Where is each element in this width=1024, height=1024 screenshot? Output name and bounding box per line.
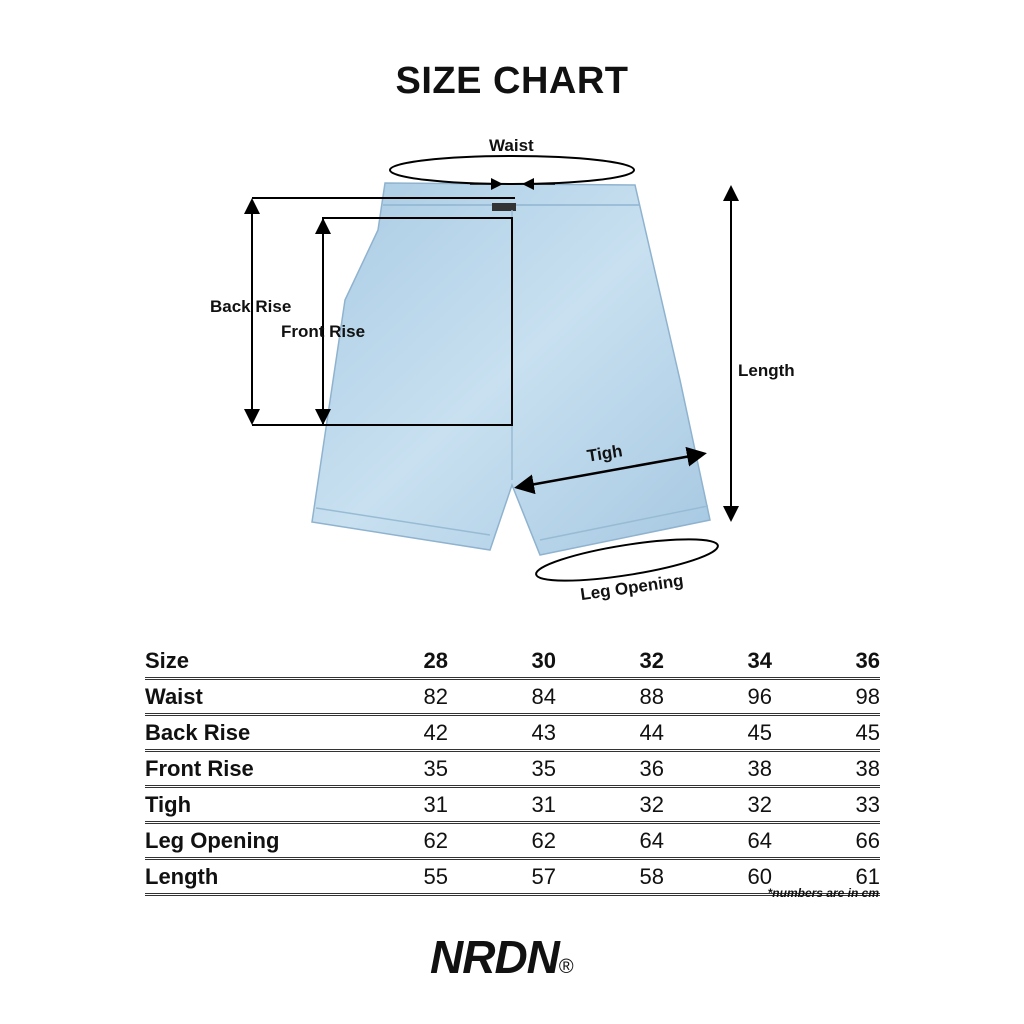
header-cell: 30: [448, 644, 556, 680]
table-cell: 45: [664, 714, 772, 752]
size-table: Size 28 30 32 34 36 Waist 82 84 88 96 98 Back …: [145, 644, 880, 896]
table-cell: 43: [448, 714, 556, 752]
table-row: Back Rise 42 43 44 45 45: [145, 714, 880, 752]
row-label: Front Rise: [145, 750, 340, 788]
table-cell: 60: [664, 858, 772, 896]
table-cell: 44: [556, 714, 664, 752]
table-header-row: Size 28 30 32 34 36: [145, 644, 880, 680]
table-row: Front Rise 35 35 36 38 38: [145, 750, 880, 788]
table-cell: 35: [340, 750, 448, 788]
table-cell: 32: [664, 786, 772, 824]
header-cell: 32: [556, 644, 664, 680]
table-cell: 36: [556, 750, 664, 788]
header-cell: 34: [664, 644, 772, 680]
table-cell: 35: [448, 750, 556, 788]
header-cell: 36: [772, 644, 880, 680]
waistband-label: [492, 203, 516, 211]
table-cell: 57: [448, 858, 556, 896]
label-waist: Waist: [489, 136, 534, 155]
table-row: Waist 82 84 88 96 98: [145, 678, 880, 716]
table-cell: 55: [340, 858, 448, 896]
row-label: Length: [145, 858, 340, 896]
table-cell: 33: [772, 786, 880, 824]
header-cell: 28: [340, 644, 448, 680]
table-cell: 66: [772, 822, 880, 860]
table-cell: 96: [664, 678, 772, 716]
brand-name: NRDN: [430, 931, 560, 983]
table-cell: 64: [556, 822, 664, 860]
row-label: Leg Opening: [145, 822, 340, 860]
table-cell: 62: [340, 822, 448, 860]
table-cell: 64: [664, 822, 772, 860]
label-front-rise: Front Rise: [281, 322, 366, 341]
table-row: Length 55 57 58 60 61: [145, 858, 880, 896]
brand-logo: NRDN®: [430, 930, 574, 984]
table-cell: 62: [448, 822, 556, 860]
units-note: *numbers are in cm: [767, 886, 879, 900]
table-cell: 38: [664, 750, 772, 788]
shorts-diagram: [244, 155, 739, 582]
table-cell: 58: [556, 858, 664, 896]
table-cell: 38: [772, 750, 880, 788]
label-length: Length: [738, 361, 795, 380]
table-cell: 42: [340, 714, 448, 752]
label-back-rise: Back Rise: [210, 297, 292, 316]
waist-measure: [389, 155, 635, 185]
leg-opening-measure: [535, 538, 719, 582]
header-cell: Size: [145, 644, 340, 680]
table-cell: 32: [556, 786, 664, 824]
table-cell: 98: [772, 678, 880, 716]
registered-mark: ®: [558, 956, 574, 978]
page-title: SIZE CHART: [395, 60, 629, 102]
tigh-measure: [514, 446, 707, 495]
table-cell: 45: [772, 714, 880, 752]
table-row: Leg Opening 62 62 64 64 66: [145, 822, 880, 860]
table-cell: 31: [340, 786, 448, 824]
row-label: Tigh: [145, 786, 340, 824]
row-label: Waist: [145, 678, 340, 716]
table-cell: 31: [448, 786, 556, 824]
table-cell: 84: [448, 678, 556, 716]
table-cell: 88: [556, 678, 664, 716]
row-label: Back Rise: [145, 714, 340, 752]
table-row: Tigh 31 31 32 32 33: [145, 786, 880, 824]
table-cell: 61: [772, 858, 880, 896]
table-cell: 82: [340, 678, 448, 716]
